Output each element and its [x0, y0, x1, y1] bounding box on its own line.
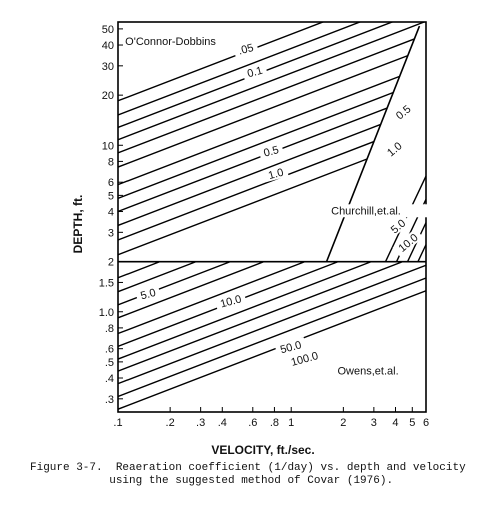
ow-contour-line	[118, 277, 426, 398]
y-tick-label: 40	[102, 40, 114, 52]
y-tick-label: .6	[105, 344, 114, 356]
x-tick-label: 2	[340, 417, 346, 429]
ow-contour-line	[118, 290, 426, 410]
contour-label-bg	[274, 337, 307, 357]
x-axis-title: VELOCITY, ft./sec.	[211, 443, 314, 457]
chart: .1.2.3.4.6.8 1 2 3 4 5 6 .3.4.5.6.81.01.523456…	[71, 21, 434, 457]
contour-label-bg	[241, 62, 268, 81]
ow-contour-line	[118, 260, 404, 372]
ow-contour-line	[118, 260, 231, 306]
caption-line-2: using the suggested method of Covar (197…	[30, 475, 394, 487]
x-tick-label: 1	[288, 417, 294, 429]
contour-label-bg	[135, 284, 161, 303]
caption-line-1: Figure 3-7. Reaeration coefficient (1/da…	[30, 462, 466, 474]
contour-label: 5.0	[139, 287, 157, 303]
od-contour-line	[118, 54, 409, 168]
y-tick-label: 3	[108, 227, 114, 239]
contour-label-group: 1.0	[262, 164, 289, 183]
od-contour-line	[118, 22, 426, 141]
grid-lines	[118, 22, 426, 410]
contour-label-bg	[385, 213, 411, 239]
ch-contour-line	[417, 244, 426, 262]
ow-contour-line	[118, 264, 426, 385]
od-contour-line	[118, 75, 400, 186]
y-tick-label: 2	[108, 257, 114, 269]
x-tick-label: 3	[371, 417, 377, 429]
contour-label-bg	[390, 99, 416, 125]
contour-label-group: 0.1	[241, 62, 268, 81]
x-tick-label: 6	[423, 417, 429, 429]
region-label-bg	[335, 364, 416, 378]
x-tick-label: .2	[166, 417, 175, 429]
region-label: Owens,et.al.	[337, 365, 398, 377]
region-label-bg	[123, 35, 228, 49]
region-labels: O'Connor-Dobbins Churchill,et.al. Owens,et…	[123, 35, 434, 378]
ow-contour-line	[118, 260, 197, 293]
contour-label-bg	[262, 164, 289, 183]
od-contour-line	[118, 107, 388, 213]
ow-contour-line	[118, 260, 306, 335]
x-tick-label: 4	[392, 417, 398, 429]
y-tick-label: 20	[102, 90, 114, 102]
contour-label: 0.1	[246, 65, 264, 81]
x-tick-label: .6	[248, 417, 257, 429]
y-tick-label: 5	[108, 190, 114, 202]
y-axis: .3 .4 .5.6 .8 1.0 1.5 2 3 4 56 8 10 20 30 40 50	[99, 24, 123, 406]
y-tick-label: 8	[108, 156, 114, 168]
y-tick-label: 50	[102, 24, 114, 36]
od-contour-line	[118, 22, 395, 129]
y-tick-label: .3	[105, 394, 114, 406]
contour-label-bg	[381, 136, 408, 162]
y-tick-label: 4	[108, 207, 114, 219]
contour-label: 0.5	[262, 144, 280, 160]
contour-label-bg	[258, 142, 284, 160]
od-contour-line	[118, 140, 375, 241]
y-axis-title: DEPTH, ft.	[71, 195, 85, 254]
region-label-bg	[329, 204, 434, 218]
y-tick-label: .4	[105, 373, 114, 385]
contour-label-group: 5.0	[135, 284, 161, 303]
ch-contour-line	[425, 286, 426, 289]
boundary-churchill-owens	[325, 25, 421, 262]
contour-label-group: 10.0	[214, 291, 247, 311]
x-tick-label: 5	[409, 417, 415, 429]
ow-contour-line	[118, 260, 372, 360]
y-tick-label: .5	[105, 357, 114, 369]
x-axis: .1 .2 .3 .4 .6 .8 1 2 3 4 5 6	[113, 407, 429, 429]
contour-label-group: 0.5	[258, 142, 284, 160]
contour-label-bg	[392, 228, 424, 257]
region-label: O'Connor-Dobbins	[125, 36, 216, 48]
region-label: Churchill,et.al.	[331, 205, 401, 217]
x-tick-label: .3	[196, 417, 205, 429]
y-tick-label: 1.0	[99, 307, 114, 319]
y-tick-label: 30	[102, 61, 114, 73]
od-contour-line	[118, 38, 415, 154]
y-tick-label: 1.5	[99, 277, 114, 289]
contour-label-bg	[232, 39, 259, 58]
contour-label-group: 50.0	[274, 337, 307, 357]
figure-caption: Figure 3-7. Reaeration coefficient (1/da…	[30, 462, 480, 488]
x-tick-label: .4	[218, 417, 227, 429]
x-tick-label: .1	[113, 417, 122, 429]
od-contour-line	[118, 158, 368, 256]
y-tick-label: 6	[108, 177, 114, 189]
od-contour-line	[118, 22, 362, 116]
contour-label: .05	[237, 42, 255, 58]
contour-label: 50.0	[279, 339, 303, 356]
od-contour-line	[118, 123, 381, 227]
contour-label-bg	[214, 291, 247, 311]
od-contour-line	[118, 22, 325, 102]
boundary-lines	[118, 25, 426, 263]
contour-label: 10.0	[219, 293, 243, 310]
contour-label-bg	[285, 347, 324, 370]
x-tick-label: .8	[270, 417, 279, 429]
y-tick-label: .8	[105, 323, 114, 335]
ow-contour-line	[118, 260, 265, 319]
contour-label-group: .05	[232, 39, 259, 58]
ow-contour-line	[118, 260, 161, 279]
contour-label: 1.0	[267, 167, 285, 183]
y-tick-label: 10	[102, 140, 114, 152]
od-contour-line	[118, 91, 394, 199]
